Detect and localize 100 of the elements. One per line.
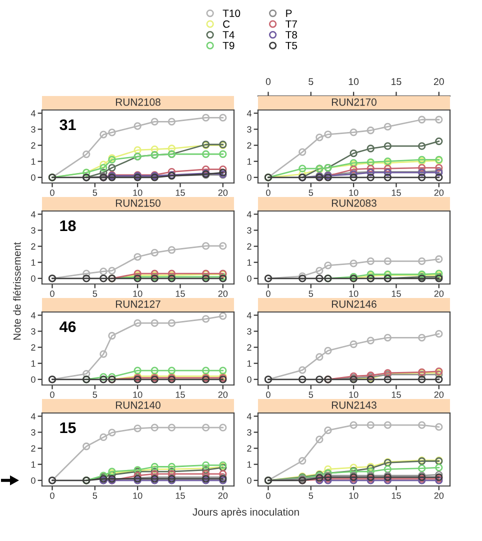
x-tick-label: 20 — [434, 290, 444, 297]
x-tick-label: 5 — [92, 392, 98, 398]
y-tick-label: 4 — [246, 211, 252, 218]
x-tick-label: 5 — [308, 392, 314, 398]
y-tick-label: 2 — [247, 445, 252, 452]
annotation: 31 — [60, 119, 76, 130]
legend-label: T8 — [286, 31, 298, 39]
x-tick-label: 10 — [133, 290, 142, 297]
y-tick-label: 0 — [31, 174, 36, 181]
x2-tick-label: 5 — [308, 78, 314, 86]
y-tick-label: 1 — [247, 259, 252, 266]
x2-tick-label: 0 — [266, 78, 271, 86]
y-tick-label: 4 — [246, 413, 252, 420]
y-tick-label: 2 — [247, 344, 252, 351]
y-tick-label: 4 — [30, 211, 36, 218]
x-tick-label: 20 — [434, 492, 444, 499]
legend-label: T9 — [222, 42, 234, 50]
annotation: 18 — [60, 220, 76, 232]
x-tick-label: 0 — [266, 492, 270, 499]
chart-title: RUN2170 — [332, 98, 376, 106]
x2-tick-label: 15 — [392, 78, 402, 86]
x-tick-label: 20 — [434, 189, 444, 196]
legend-label: C — [223, 20, 230, 28]
x-tick-label: 5 — [92, 190, 98, 196]
x-tick-label: 5 — [92, 492, 98, 499]
y-tick-label: 0 — [247, 376, 252, 383]
y-tick-label: 4 — [30, 110, 36, 116]
x-tick-label: 10 — [349, 189, 358, 196]
x-tick-label: 10 — [133, 189, 142, 196]
x-tick-label: 15 — [392, 190, 401, 196]
x-tick-label: 10 — [133, 391, 142, 398]
x-tick-label: 15 — [176, 190, 185, 196]
x-tick-label: 10 — [349, 391, 358, 398]
chart-title: RUN2127 — [116, 300, 160, 308]
chart-title: RUN2140 — [116, 401, 160, 409]
y-tick-label: 3 — [247, 227, 252, 234]
y-tick-label: 0 — [31, 275, 36, 282]
x-tick-label: 15 — [392, 492, 401, 499]
y-tick-label: 4 — [30, 312, 36, 318]
x2-tick-label: 10 — [348, 78, 359, 86]
legend-label: T5 — [286, 42, 298, 50]
x-tick-label: 0 — [266, 189, 270, 196]
x-tick-label: 15 — [176, 392, 185, 398]
x-axis-title: Jours après inoculation — [192, 508, 299, 518]
x-tick-label: 10 — [349, 492, 358, 499]
chart-title: RUN2150 — [116, 199, 160, 207]
chart-title: RUN2146 — [332, 300, 376, 308]
y-tick-label: 4 — [30, 413, 36, 420]
x-tick-label: 0 — [50, 492, 54, 499]
x-tick-label: 10 — [133, 492, 142, 499]
y-tick-label: 2 — [31, 142, 36, 149]
y-tick-label: 0 — [247, 477, 252, 484]
x-tick-label: 15 — [176, 492, 185, 499]
x-tick-label: 20 — [218, 189, 228, 196]
y-tick-label: 3 — [31, 126, 36, 133]
y-tick-label: 3 — [31, 328, 36, 335]
legend-label: T10 — [222, 10, 240, 18]
y-tick-label: 1 — [247, 461, 252, 468]
x-tick-label: 0 — [266, 391, 270, 398]
y-tick-label: 3 — [31, 227, 36, 234]
x-tick-label: 20 — [218, 492, 228, 499]
y-axis-title: Note de flétrissement — [12, 242, 21, 340]
y-tick-label: 2 — [31, 344, 36, 351]
x-tick-label: 0 — [50, 189, 54, 196]
x-tick-label: 5 — [308, 492, 314, 499]
x-tick-label: 15 — [176, 290, 185, 297]
legend-label: T7 — [286, 20, 297, 28]
y-tick-label: 1 — [31, 360, 36, 367]
y-tick-label: 3 — [31, 429, 36, 436]
legend-label: P — [286, 10, 292, 17]
chart-title: RUN2108 — [116, 98, 160, 106]
x-tick-label: 5 — [92, 290, 98, 297]
x-tick-label: 0 — [266, 290, 270, 297]
y-tick-label: 0 — [247, 174, 252, 181]
x-tick-label: 5 — [308, 190, 314, 196]
y-tick-label: 3 — [247, 126, 252, 133]
legend-label: T4 — [222, 31, 234, 38]
y-tick-label: 1 — [31, 259, 36, 266]
y-tick-label: 4 — [246, 110, 252, 116]
y-tick-label: 2 — [31, 445, 36, 452]
x-tick-label: 0 — [50, 290, 54, 297]
y-tick-label: 0 — [31, 376, 36, 383]
y-tick-label: 2 — [247, 243, 252, 250]
annotation: 15 — [60, 422, 76, 434]
y-tick-label: 1 — [247, 158, 252, 165]
y-tick-label: 1 — [31, 158, 36, 165]
y-tick-label: 2 — [247, 142, 252, 149]
y-tick-label: 1 — [247, 360, 252, 367]
x2-tick-label: 20 — [434, 78, 444, 86]
x-tick-label: 15 — [392, 290, 401, 297]
x-tick-label: 20 — [434, 391, 444, 398]
chart-title: RUN2083 — [332, 199, 376, 207]
y-tick-label: 1 — [31, 461, 36, 468]
y-tick-label: 0 — [31, 477, 36, 484]
y-tick-label: 3 — [247, 328, 252, 335]
x-tick-label: 10 — [349, 290, 358, 297]
x-tick-label: 20 — [218, 391, 228, 398]
x-tick-label: 15 — [392, 392, 401, 398]
x-tick-label: 0 — [50, 391, 54, 398]
x-tick-label: 5 — [308, 290, 314, 297]
